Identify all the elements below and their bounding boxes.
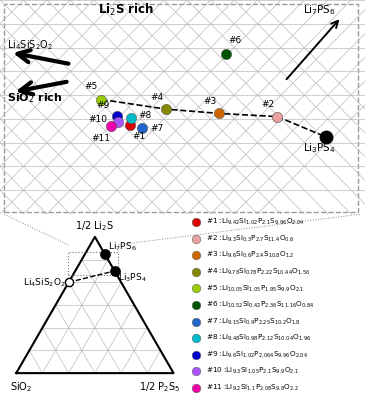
Point — [193, 302, 199, 308]
Point — [216, 110, 222, 117]
Point — [323, 134, 329, 140]
Text: #8: #8 — [139, 111, 152, 120]
Point — [108, 123, 114, 130]
Point — [193, 368, 199, 374]
Text: SiO$_2$: SiO$_2$ — [10, 380, 32, 394]
Point — [193, 335, 199, 341]
Point — [193, 219, 199, 226]
Point — [223, 50, 228, 57]
Text: #8 :Li$_{9.48}$Si$_{0.98}$P$_{2.12}$S$_{10.04}$O$_{1.96}$: #8 :Li$_{9.48}$Si$_{0.98}$P$_{2.12}$S$_{… — [205, 333, 311, 343]
Text: #10 :Li$_{9.3}$Si$_{1.05}$P$_{2.1}$S$_{9.9}$O$_{2.1}$: #10 :Li$_{9.3}$Si$_{1.05}$P$_{2.1}$S$_{9… — [205, 366, 299, 376]
Text: #5: #5 — [84, 82, 97, 91]
Text: #9: #9 — [96, 101, 109, 110]
Text: SiO$_2$ rich: SiO$_2$ rich — [7, 92, 63, 105]
Text: Li$_7$PS$_6$: Li$_7$PS$_6$ — [108, 241, 137, 253]
Point — [163, 106, 169, 112]
Text: Li$_3$PS$_4$: Li$_3$PS$_4$ — [303, 141, 336, 154]
Text: 1/2 P$_2$S$_5$: 1/2 P$_2$S$_5$ — [139, 380, 180, 394]
Point — [128, 114, 134, 121]
Point — [193, 318, 199, 325]
Text: Li$_3$PS$_4$: Li$_3$PS$_4$ — [118, 272, 146, 284]
Point — [127, 122, 132, 128]
Text: #7: #7 — [150, 124, 164, 133]
Text: #11: #11 — [91, 134, 110, 142]
Text: #3: #3 — [203, 97, 216, 106]
Point — [139, 125, 145, 132]
Point — [193, 269, 199, 275]
Text: Li$_4$SiS$_2$O$_2$: Li$_4$SiS$_2$O$_2$ — [7, 38, 53, 52]
Point — [193, 252, 199, 258]
Text: #9 :Li$_{9.6}$Si$_{1.02}$P$_{2.064}$S$_{9.96}$O$_{2.04}$: #9 :Li$_{9.6}$Si$_{1.02}$P$_{2.064}$S$_{… — [205, 350, 308, 360]
Text: Li$_2$S rich: Li$_2$S rich — [98, 2, 154, 18]
Point — [66, 279, 72, 286]
Text: #10: #10 — [88, 115, 107, 124]
Text: #4: #4 — [150, 93, 164, 102]
Point — [193, 236, 199, 242]
Point — [102, 251, 108, 257]
Point — [115, 118, 121, 125]
Text: 1/2 Li$_2$S: 1/2 Li$_2$S — [76, 219, 114, 233]
Text: #6: #6 — [228, 36, 241, 45]
Text: #6 :Li$_{10.52}$Si$_{0.42}$P$_{2.36}$S$_{11.16}$O$_{0.84}$: #6 :Li$_{10.52}$Si$_{0.42}$P$_{2.36}$S$_… — [205, 300, 314, 310]
Point — [193, 285, 199, 292]
Text: #11 :Li$_{9.2}$Si$_{1.1}$P$_{2.08}$S$_{9.8}$O$_{2.2}$: #11 :Li$_{9.2}$Si$_{1.1}$P$_{2.08}$S$_{9… — [205, 383, 298, 393]
Text: #3 :Li$_{9.6}$Si$_{0.6}$P$_{2.4}$S$_{10.8}$O$_{1.2}$: #3 :Li$_{9.6}$Si$_{0.6}$P$_{2.4}$S$_{10.… — [205, 250, 294, 260]
Point — [193, 352, 199, 358]
Point — [274, 114, 280, 120]
Text: #1: #1 — [132, 132, 145, 142]
Point — [193, 384, 199, 391]
Text: #2 :Li$_{9.3}$Si$_{0.3}$P$_{2.7}$S$_{11.4}$O$_{0.6}$: #2 :Li$_{9.3}$Si$_{0.3}$P$_{2.7}$S$_{11.… — [205, 234, 294, 244]
Text: #1 :Li$_{9.42}$Si$_{1.02}$P$_{2.1}$S$_{9.96}$O$_{2.04}$: #1 :Li$_{9.42}$Si$_{1.02}$P$_{2.1}$S$_{9… — [205, 217, 304, 227]
Text: #7 :Li$_{9.15}$Si$_{0.9}$P$_{2.25}$S$_{10.2}$O$_{1.8}$: #7 :Li$_{9.15}$Si$_{0.9}$P$_{2.25}$S$_{1… — [205, 316, 300, 327]
Point — [114, 113, 120, 119]
Text: Li$_7$PS$_6$: Li$_7$PS$_6$ — [303, 3, 336, 16]
Text: #4 :Li$_{9.78}$Si$_{0.78}$P$_{2.22}$S$_{10.44}$O$_{1.56}$: #4 :Li$_{9.78}$Si$_{0.78}$P$_{2.22}$S$_{… — [205, 267, 310, 277]
Text: #5 :Li$_{10.05}$Si$_{1.05}$P$_{1.95}$S$_{9.9}$O$_{2.1}$: #5 :Li$_{10.05}$Si$_{1.05}$P$_{1.95}$S$_… — [205, 283, 304, 294]
Point — [99, 96, 104, 103]
Text: Li$_4$SiS$_2$O$_2$: Li$_4$SiS$_2$O$_2$ — [23, 276, 66, 288]
Text: #2: #2 — [262, 100, 275, 109]
Point — [112, 268, 118, 274]
